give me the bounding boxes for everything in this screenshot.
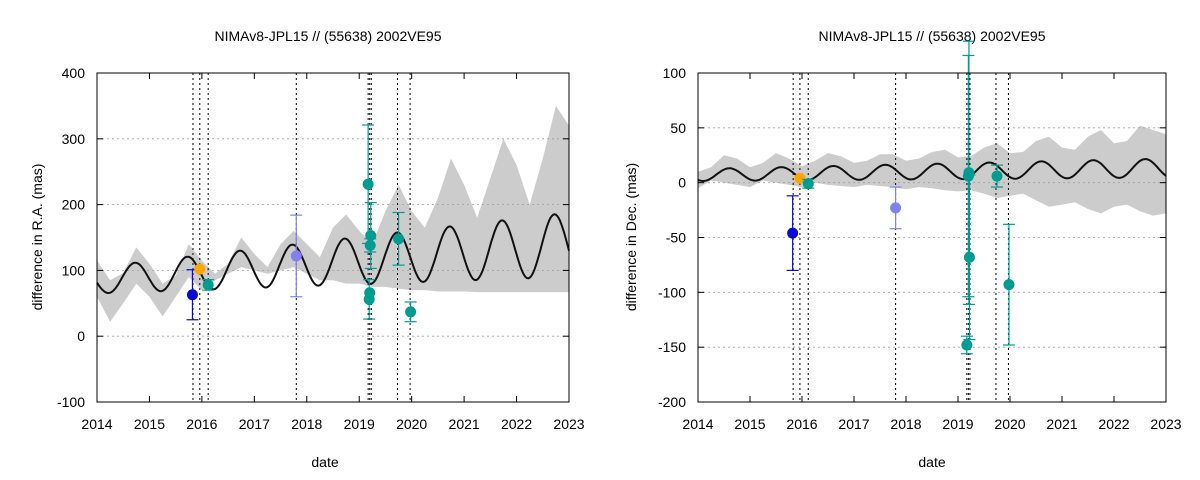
dec-ytick-label: -150	[658, 339, 686, 355]
ra-data-point	[186, 289, 198, 301]
dec-xtick-label: 2014	[682, 416, 713, 432]
dec-ytick-label: -50	[666, 230, 686, 246]
ra-ytick-label: 100	[62, 262, 86, 278]
ra-ytick-label: 300	[62, 131, 86, 147]
ra-xtick-label: 2016	[186, 416, 217, 432]
dec-uncertainty-band	[698, 125, 1166, 216]
ra-xtick-label: 2020	[396, 416, 427, 432]
dec-xtick-label: 2016	[786, 416, 817, 432]
dec-chart-ylabel: difference in Dec. (mas)	[623, 163, 639, 311]
ra-chart-ylabel: difference in R.A. (mas)	[29, 164, 45, 311]
dec-ytick-label: 50	[670, 120, 686, 136]
ra-data-point	[194, 263, 206, 275]
ra-data-point	[290, 250, 302, 262]
ra-ytick-label: 0	[77, 328, 85, 344]
ra-xtick-label: 2018	[291, 416, 322, 432]
ra-ytick-label: 200	[62, 197, 86, 213]
ra-xtick-label: 2015	[134, 416, 165, 432]
dec-data-point	[961, 339, 973, 351]
ra-xtick-label: 2014	[81, 416, 112, 432]
dec-ytick-label: -200	[658, 394, 686, 410]
ra-xtick-label: 2017	[239, 416, 270, 432]
ra-data-point	[393, 233, 405, 245]
dec-ytick-label: 100	[663, 65, 687, 81]
dec-data-point	[802, 178, 814, 190]
ra-xtick-label: 2023	[553, 416, 584, 432]
dec-xtick-label: 2021	[1046, 416, 1077, 432]
ra-chart-title: NIMAv8-JPL15 // (55638) 2002VE95	[215, 28, 442, 44]
ra-xtick-label: 2022	[501, 416, 532, 432]
ra-xtick-label: 2019	[344, 416, 375, 432]
dec-chart: NIMAv8-JPL15 // (55638) 2002VE95 date di…	[623, 28, 1182, 470]
ra-model-curve	[96, 213, 570, 294]
dec-xtick-label: 2019	[942, 416, 973, 432]
dec-xtick-label: 2023	[1150, 416, 1181, 432]
dec-data-point	[787, 227, 799, 239]
ra-uncertainty-band	[97, 105, 569, 322]
dec-chart-xlabel: date	[918, 454, 945, 470]
dec-data-point	[991, 170, 1003, 182]
ra-ytick-label: 400	[62, 65, 86, 81]
dec-xtick-label: 2022	[1098, 416, 1129, 432]
dec-data-point	[1003, 279, 1015, 291]
dec-ytick-label: -100	[658, 284, 686, 300]
dec-data-point	[890, 202, 902, 214]
dec-xtick-label: 2017	[838, 416, 869, 432]
ra-data-point	[365, 230, 377, 242]
dec-xtick-label: 2020	[994, 416, 1025, 432]
ra-data-point	[362, 178, 374, 190]
ra-ytick-label: -100	[57, 394, 85, 410]
ra-chart: NIMAv8-JPL15 // (55638) 2002VE95 date di…	[29, 28, 585, 470]
ra-data-point	[202, 279, 214, 291]
ra-data-point	[364, 287, 376, 299]
ra-plot-frame	[96, 72, 570, 403]
dec-data-point	[794, 172, 806, 184]
dec-xtick-label: 2018	[890, 416, 921, 432]
dec-ytick-label: 0	[678, 175, 686, 191]
dec-chart-title: NIMAv8-JPL15 // (55638) 2002VE95	[819, 28, 1046, 44]
dec-data-point	[963, 251, 975, 263]
ra-xtick-label: 2021	[449, 416, 480, 432]
dec-model-curve	[697, 158, 1167, 183]
ra-chart-xlabel: date	[311, 454, 338, 470]
dec-xtick-label: 2015	[734, 416, 765, 432]
ra-data-point	[405, 306, 417, 318]
